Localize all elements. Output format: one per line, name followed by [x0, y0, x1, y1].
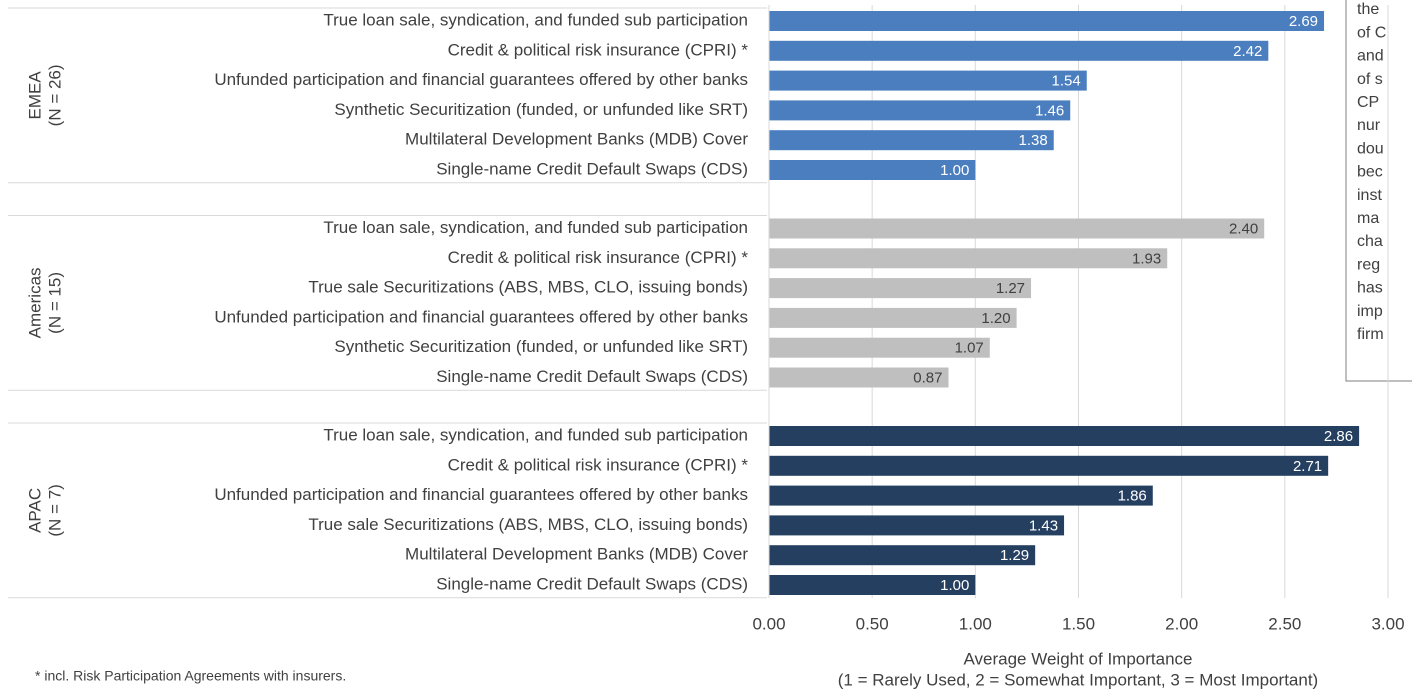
x-tick-label: 0.00 — [752, 614, 785, 633]
value-label: 2.86 — [1324, 428, 1353, 445]
bar — [769, 575, 976, 595]
x-tick-label: 3.00 — [1371, 614, 1404, 633]
value-label: 1.29 — [1000, 547, 1029, 564]
bar — [769, 545, 1036, 566]
category-label: Unfunded participation and financial gua… — [214, 307, 748, 326]
bar — [769, 455, 1329, 476]
annotation-box — [1345, 0, 1412, 382]
annotation-line: firm — [1357, 326, 1384, 343]
annotation-line: reg — [1357, 256, 1380, 273]
value-label: 1.00 — [940, 577, 969, 594]
value-label: 1.93 — [1132, 250, 1161, 267]
bar — [769, 11, 1325, 31]
group-label: EMEA — [25, 71, 44, 120]
annotation-line: of s — [1357, 71, 1383, 88]
annotation-line: cha — [1357, 233, 1383, 250]
bar — [769, 337, 990, 358]
value-label: 1.20 — [981, 310, 1010, 327]
bar — [769, 218, 1265, 239]
annotation-line: CP — [1357, 94, 1379, 111]
category-label: Single-name Credit Default Swaps (CDS) — [436, 367, 748, 386]
bar — [769, 248, 1168, 269]
annotation-line: of C — [1357, 24, 1386, 41]
value-label: 1.27 — [996, 280, 1025, 297]
category-label: Single-name Credit Default Swaps (CDS) — [436, 574, 748, 593]
category-label: Synthetic Securitization (funded, or unf… — [334, 337, 748, 356]
category-label: True sale Securitizations (ABS, MBS, CLO… — [308, 515, 748, 534]
annotation-line: imp — [1357, 303, 1383, 320]
bar — [769, 426, 1360, 446]
annotation-line: nur — [1357, 117, 1381, 134]
bar — [769, 485, 1153, 506]
value-label: 1.43 — [1029, 517, 1058, 534]
bar — [769, 160, 976, 180]
category-label: True loan sale, syndication, and funded … — [323, 218, 748, 237]
category-label: True loan sale, syndication, and funded … — [323, 10, 748, 29]
category-label: Unfunded participation and financial gua… — [214, 70, 748, 89]
value-label: 1.38 — [1019, 132, 1048, 149]
category-label: Credit & political risk insurance (CPRI)… — [448, 40, 749, 59]
annotation-line: dou — [1357, 140, 1384, 157]
bar — [769, 100, 1071, 121]
value-label: 1.86 — [1118, 488, 1147, 505]
x-tick-label: 1.50 — [1062, 614, 1095, 633]
annotation-line: bec — [1357, 164, 1383, 181]
value-label: 2.42 — [1233, 43, 1262, 60]
x-tick-label: 2.00 — [1165, 614, 1198, 633]
category-label: True sale Securitizations (ABS, MBS, CLO… — [308, 278, 748, 297]
x-axis-subtitle: (1 = Rarely Used, 2 = Somewhat Important… — [838, 670, 1318, 689]
x-tick-label: 0.50 — [856, 614, 889, 633]
category-label: Multilateral Development Banks (MDB) Cov… — [405, 130, 748, 149]
category-label: Single-name Credit Default Swaps (CDS) — [436, 159, 748, 178]
value-label: 1.00 — [940, 162, 969, 179]
bar — [769, 278, 1032, 299]
category-label: Credit & political risk insurance (CPRI)… — [448, 248, 749, 267]
value-label: 0.87 — [913, 369, 942, 386]
value-label: 2.71 — [1293, 458, 1322, 475]
annotation-line: has — [1357, 280, 1383, 297]
category-label: Synthetic Securitization (funded, or unf… — [334, 100, 748, 119]
bar — [769, 40, 1269, 61]
annotation-line: the — [1357, 1, 1379, 18]
value-label: 1.46 — [1035, 102, 1064, 119]
footnote: * incl. Risk Participation Agreements wi… — [35, 668, 346, 684]
value-label: 2.40 — [1229, 220, 1258, 237]
category-label: Multilateral Development Banks (MDB) Cov… — [405, 545, 748, 564]
group-count: (N = 7) — [45, 484, 64, 536]
annotation-line: inst — [1357, 187, 1382, 204]
bar — [769, 70, 1087, 91]
value-label: 1.07 — [955, 340, 984, 357]
category-label: Credit & political risk insurance (CPRI)… — [448, 455, 749, 474]
bar — [769, 130, 1054, 151]
bar — [769, 515, 1065, 536]
group-count: (N = 15) — [45, 272, 64, 334]
group-label: APAC — [25, 488, 44, 533]
x-axis-title: Average Weight of Importance — [963, 649, 1192, 668]
annotation-line: and — [1357, 48, 1384, 65]
bar — [769, 367, 949, 388]
annotation-line: ma — [1357, 210, 1379, 227]
group-count: (N = 26) — [45, 64, 64, 126]
x-tick-label: 1.00 — [959, 614, 992, 633]
x-tick-label: 2.50 — [1268, 614, 1301, 633]
value-label: 2.69 — [1289, 13, 1318, 30]
category-label: True loan sale, syndication, and funded … — [323, 425, 748, 444]
value-label: 1.54 — [1052, 73, 1081, 90]
group-label: Americas — [25, 267, 44, 338]
category-label: Unfunded participation and financial gua… — [214, 485, 748, 504]
bar — [769, 307, 1017, 328]
